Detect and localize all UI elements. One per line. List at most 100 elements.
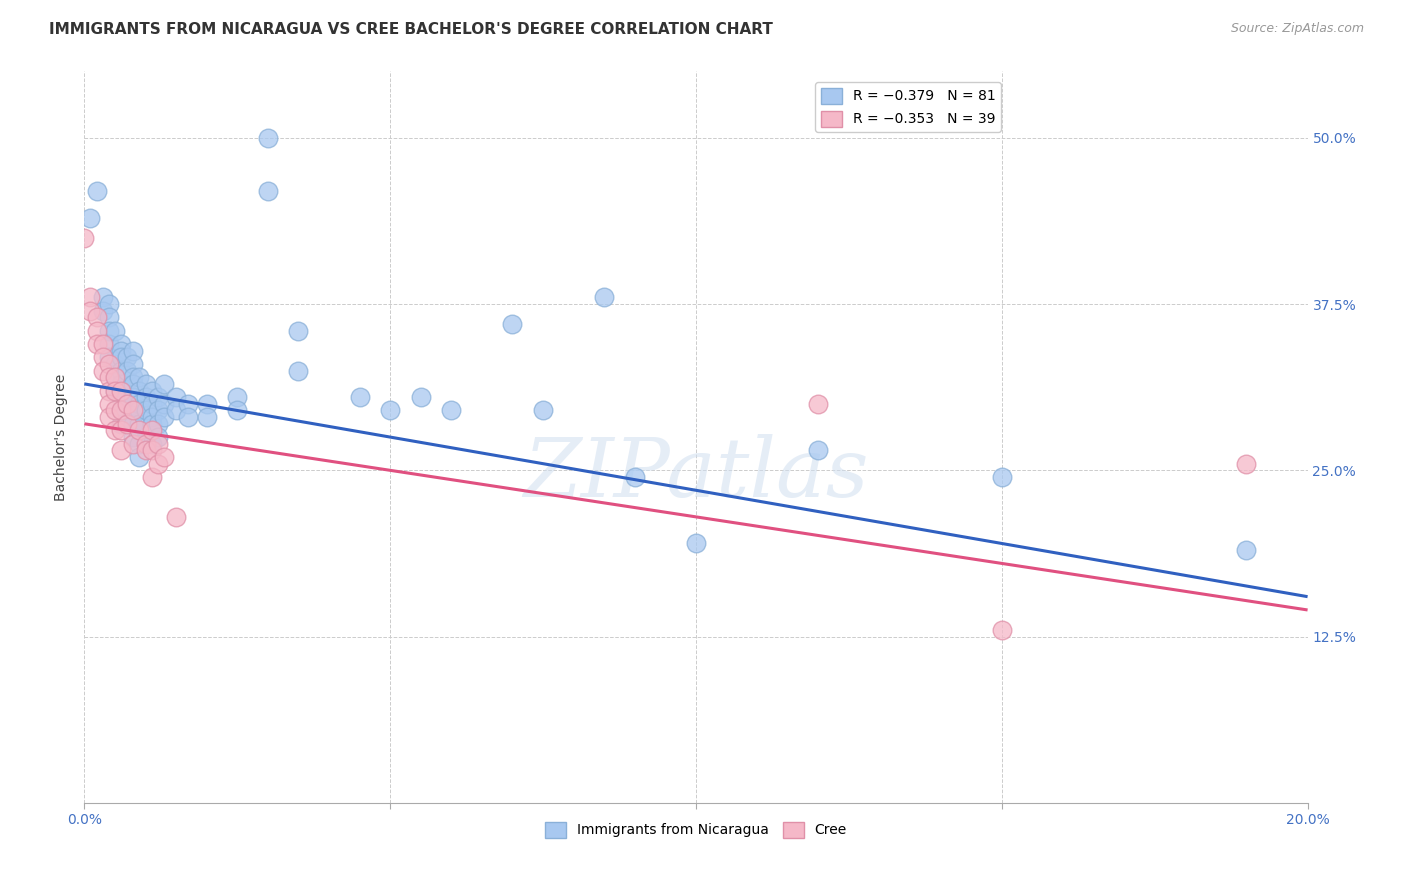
Point [141,443,163,458]
Point [409,390,432,404]
Point [991,470,1014,484]
Point [128,370,150,384]
Point [122,376,145,391]
Point [115,363,138,377]
Point [97,357,120,371]
Point [807,443,830,458]
Point [141,417,163,431]
Point [110,403,132,417]
Point [141,410,163,425]
Y-axis label: Bachelor's Degree: Bachelor's Degree [55,374,69,500]
Point [153,450,176,464]
Point [165,403,187,417]
Point [128,424,150,438]
Point [807,397,830,411]
Point [531,403,554,417]
Point [349,390,371,404]
Point [153,397,176,411]
Point [110,417,132,431]
Point [110,337,132,351]
Point [97,310,120,325]
Point [104,384,127,398]
Point [104,370,127,384]
Point [141,436,163,450]
Point [1236,543,1258,558]
Point [226,390,249,404]
Point [135,376,157,391]
Point [97,337,120,351]
Point [86,310,108,325]
Point [141,424,163,438]
Point [122,357,145,371]
Point [86,324,108,338]
Point [104,403,127,417]
Point [146,417,169,431]
Point [141,470,163,484]
Point [135,443,157,458]
Point [97,410,120,425]
Point [135,403,157,417]
Point [502,317,524,331]
Point [91,290,114,304]
Point [122,430,145,444]
Point [135,390,157,404]
Point [287,324,309,338]
Point [91,351,114,365]
Point [153,376,176,391]
Legend: Immigrants from Nicaragua, Cree: Immigrants from Nicaragua, Cree [540,816,852,844]
Point [685,536,707,550]
Point [1236,457,1258,471]
Point [257,184,280,198]
Point [110,403,132,417]
Point [97,397,120,411]
Point [122,403,145,417]
Point [128,384,150,398]
Point [146,457,169,471]
Point [86,337,108,351]
Point [195,397,218,411]
Point [128,397,150,411]
Point [91,337,114,351]
Point [110,443,132,458]
Point [122,370,145,384]
Text: ZIPatlas: ZIPatlas [523,434,869,514]
Point [110,376,132,391]
Point [110,424,132,438]
Point [73,230,96,244]
Text: IMMIGRANTS FROM NICARAGUA VS CREE BACHELOR'S DEGREE CORRELATION CHART: IMMIGRANTS FROM NICARAGUA VS CREE BACHEL… [49,22,773,37]
Point [110,351,132,365]
Point [97,324,120,338]
Point [135,436,157,450]
Point [115,417,138,431]
Point [177,397,200,411]
Point [287,363,309,377]
Point [110,343,132,358]
Point [128,450,150,464]
Point [104,424,127,438]
Point [110,390,132,404]
Point [177,410,200,425]
Point [122,436,145,450]
Point [79,303,101,318]
Point [91,363,114,377]
Point [141,397,163,411]
Text: Source: ZipAtlas.com: Source: ZipAtlas.com [1230,22,1364,36]
Point [97,297,120,311]
Point [122,417,145,431]
Point [593,290,616,304]
Point [146,403,169,417]
Point [153,410,176,425]
Point [146,436,169,450]
Point [110,363,132,377]
Point [128,417,150,431]
Point [165,509,187,524]
Point [128,403,150,417]
Point [97,384,120,398]
Point [115,397,138,411]
Point [104,324,127,338]
Point [79,211,101,225]
Point [86,184,108,198]
Point [104,370,127,384]
Point [128,436,150,450]
Point [257,131,280,145]
